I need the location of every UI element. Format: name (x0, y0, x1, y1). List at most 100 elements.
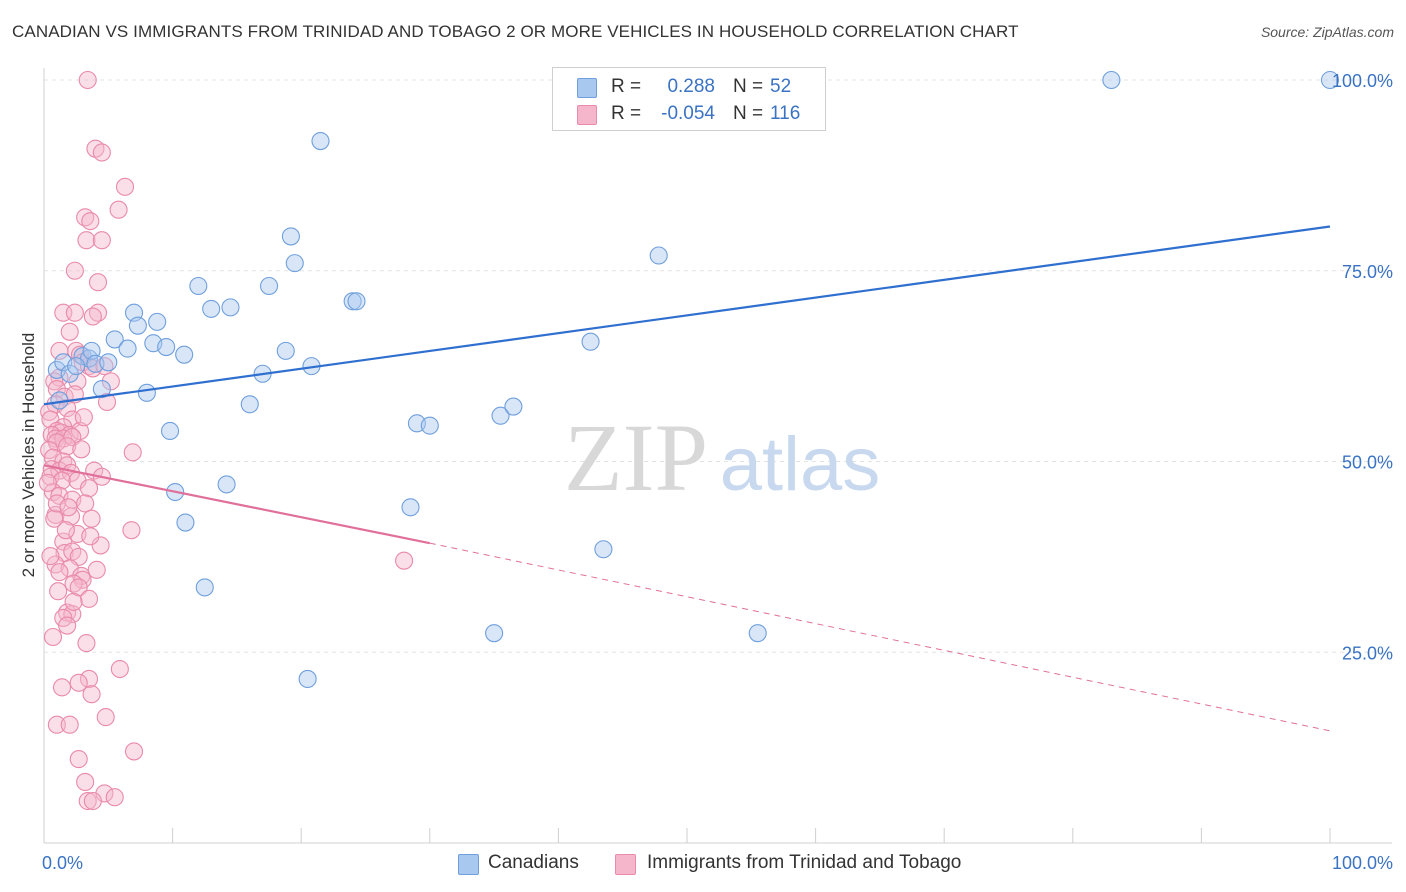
canadians-point (240, 395, 259, 414)
canadians-point (581, 332, 600, 351)
trinidad-point (82, 685, 101, 704)
trinidad-point (115, 177, 135, 196)
trinidad-trend-line (43, 464, 431, 545)
trinidad-point (58, 437, 77, 456)
legend-label-canadians: Canadians (488, 852, 579, 873)
trinidad-point (52, 678, 72, 697)
trinidad-point (76, 494, 95, 513)
canadians-point (504, 397, 523, 416)
legend-r-label: R = (611, 76, 642, 97)
y-tick-label: 100.0% (1332, 71, 1393, 91)
trinidad-point (87, 560, 106, 579)
trinidad-point (41, 547, 60, 566)
trend-lines (43, 225, 1331, 732)
canadians-point (748, 624, 767, 643)
legend-row-trinidad: R = -0.054 N = 116 (553, 102, 825, 128)
x-tick-label: 100.0% (1332, 853, 1393, 873)
trinidad-point (81, 212, 100, 231)
legend-swatch-pink (615, 854, 636, 875)
trinidad-trend-extension (429, 542, 1331, 732)
canadians-point (221, 298, 240, 317)
canadians-point (105, 330, 124, 349)
trinidad-point (45, 509, 64, 528)
trinidad-point (78, 791, 97, 811)
canadians-point (485, 624, 504, 643)
legend-row-canadians: R = 0.288 N = 52 (553, 75, 825, 101)
trinidad-point (74, 408, 93, 427)
trinidad-point (60, 715, 79, 734)
trinidad-point (64, 592, 83, 611)
trinidad-point (122, 521, 141, 540)
trinidad-point (110, 659, 129, 679)
canadians-point (195, 578, 214, 597)
x-tick-label: 0.0% (42, 853, 83, 873)
canadians-point (491, 406, 510, 425)
y-tick-label: 50.0% (1342, 453, 1393, 473)
trinidad-point (81, 527, 100, 546)
trinidad-point (77, 231, 96, 250)
canadians-point (175, 345, 194, 364)
trinidad-point (47, 715, 66, 734)
canadians-point (160, 421, 180, 441)
legend-box: R = 0.288 N = 52 R = -0.054 N = 116 (552, 67, 826, 131)
legend-swatch-pink (577, 105, 597, 125)
canadians-point (137, 383, 156, 402)
canadians-point (259, 276, 279, 296)
trinidad-point (69, 750, 88, 769)
tick-labels: 25.0% 50.0% 75.0% 100.0% 0.0% 100.0% (42, 71, 1393, 873)
canadians-point (281, 227, 300, 246)
trinidad-point (43, 627, 63, 647)
legend-n-label: N = (733, 76, 764, 97)
y-tick-label: 25.0% (1342, 643, 1393, 663)
trinidad-point (38, 473, 57, 492)
legend-n-value: 116 (770, 103, 801, 124)
blue-series (47, 70, 1340, 689)
trinidad-point (83, 307, 102, 326)
trinidad-point (69, 578, 88, 597)
watermark-atlas: atlas (720, 422, 881, 507)
y-tick-label: 75.0% (1342, 262, 1393, 282)
canadians-point (594, 540, 613, 559)
canadians-point (649, 246, 668, 265)
canadians-point (1320, 70, 1340, 90)
canadians-point (157, 337, 176, 357)
legend-n-value: 52 (770, 76, 792, 97)
trinidad-point (79, 479, 99, 498)
legend-label-trinidad: Immigrants from Trinidad and Tobago (647, 852, 962, 873)
legend-r-value: -0.054 (661, 103, 715, 124)
canadians-trend-line (43, 225, 1331, 406)
legend-n-label: N = (733, 103, 764, 124)
trinidad-point (76, 772, 95, 792)
trinidad-point (56, 521, 75, 540)
y-axis-label: 2 or more Vehicles in Household (19, 333, 38, 578)
trinidad-point (79, 669, 99, 689)
canadians-point (298, 669, 317, 689)
trinidad-point (78, 70, 97, 90)
watermark-zip: ZIP (564, 404, 708, 511)
trinidad-point (82, 509, 101, 528)
chart-title: CANADIAN VS IMMIGRANTS FROM TRINIDAD AND… (12, 22, 1019, 41)
canadians-point (92, 379, 111, 399)
legend-r-value: 0.288 (667, 76, 715, 97)
canadians-point (60, 364, 79, 383)
trinidad-point (60, 322, 79, 341)
canadians-point (285, 254, 304, 273)
trinidad-point (49, 582, 68, 601)
trinidad-point (96, 708, 115, 727)
trinidad-point (50, 563, 69, 582)
trinidad-point (65, 261, 84, 280)
pink-series (38, 70, 414, 811)
trinidad-point (50, 341, 69, 360)
trinidad-point (47, 433, 66, 452)
canadians-point (176, 513, 195, 532)
canadians-point (128, 316, 147, 335)
trinidad-point (105, 788, 124, 807)
legend-r-label: R = (611, 103, 642, 124)
trinidad-point (109, 200, 128, 219)
trinidad-point (47, 379, 66, 399)
canadians-point (343, 292, 362, 311)
canadians-point (148, 312, 167, 331)
trinidad-point (58, 399, 77, 418)
axes (43, 68, 1392, 844)
trinidad-point (123, 443, 142, 462)
